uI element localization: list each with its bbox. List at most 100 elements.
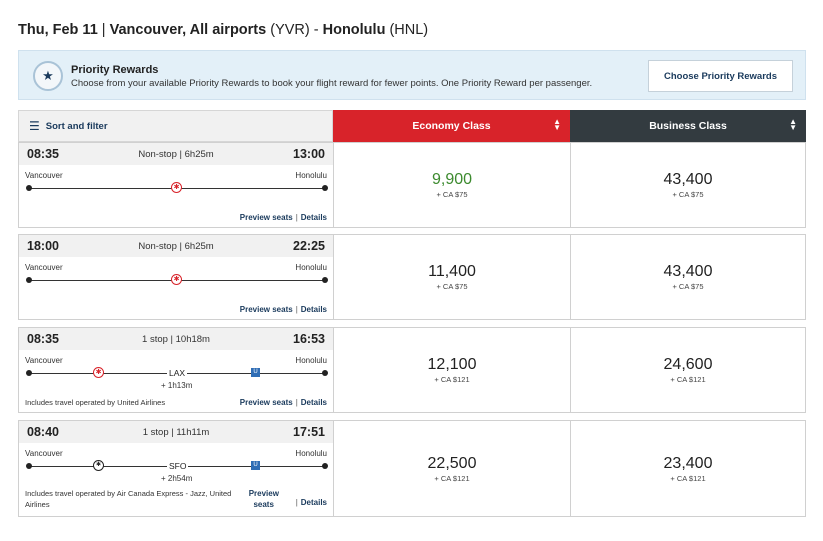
economy-tax: + CA $121	[434, 375, 470, 384]
choose-priority-rewards-button[interactable]: Choose Priority Rewards	[648, 60, 793, 92]
destination-code: (HNL)	[389, 22, 429, 38]
economy-class-label: Economy Class	[412, 120, 491, 132]
economy-points: 12,100	[427, 356, 477, 373]
business-fare-cell[interactable]: 43,400 + CA $75	[571, 235, 805, 319]
origin-label: Vancouver	[25, 356, 63, 365]
business-fare-cell[interactable]: 24,600 + CA $121	[571, 328, 805, 412]
flight-duration: 1 stop | 10h18m	[142, 334, 210, 345]
business-points: 43,400	[663, 263, 713, 280]
flight-links: Preview seats | Details	[240, 213, 327, 222]
details-link[interactable]: Details	[300, 305, 327, 314]
filter-lines-icon: ☰	[29, 119, 40, 133]
arrival-time: 16:53	[293, 332, 325, 346]
economy-points: 11,400	[428, 263, 476, 280]
business-tax: + CA $75	[672, 190, 704, 199]
departure-time: 18:00	[27, 239, 59, 253]
business-tax: + CA $121	[670, 375, 706, 384]
departure-time: 08:35	[27, 332, 59, 346]
priority-rewards-title: Priority Rewards	[71, 64, 159, 76]
time-bar	[19, 328, 333, 350]
business-points: 43,400	[663, 171, 713, 188]
link-separator: |	[295, 305, 298, 314]
link-separator: |	[295, 398, 298, 407]
flight-duration: 1 stop | 11h11m	[142, 427, 210, 438]
flight-info: 08:40 1 stop | 11h11m 17:51 Vancouver Ho…	[19, 421, 334, 516]
flight-row: 08:40 1 stop | 11h11m 17:51 Vancouver Ho…	[18, 420, 806, 517]
business-class-header[interactable]: Business Class ▲ ▼	[570, 110, 806, 142]
flight-info: 08:35 1 stop | 10h18m 16:53 Vancouver Ho…	[19, 328, 334, 412]
origin-dot	[26, 185, 32, 191]
details-link[interactable]: Details	[300, 498, 327, 507]
sort-arrows-icon: ▲ ▼	[553, 117, 561, 132]
economy-fare-cell[interactable]: 22,500 + CA $121	[334, 421, 571, 516]
preview-seats-link[interactable]: Preview seats	[239, 213, 293, 222]
united-airlines-icon: U	[251, 368, 260, 377]
preview-seats-link[interactable]: Preview seats	[239, 398, 293, 407]
economy-fare-cell[interactable]: 12,100 + CA $121	[334, 328, 571, 412]
destination-label: Honolulu	[295, 171, 327, 180]
business-fare-cell[interactable]: 43,400 + CA $75	[571, 143, 805, 227]
destination-dot	[322, 463, 328, 469]
flight-links: Preview seats | Details	[240, 305, 327, 314]
economy-fare-cell[interactable]: 11,400 + CA $75	[334, 235, 571, 319]
flight-info: 08:35 Non-stop | 6h25m 13:00 Vancouver H…	[19, 143, 334, 227]
origin-dot	[26, 370, 32, 376]
business-fare-cell[interactable]: 23,400 + CA $121	[571, 421, 805, 516]
business-class-label: Business Class	[649, 120, 727, 132]
economy-tax: + CA $75	[436, 282, 468, 291]
destination-dot	[322, 277, 328, 283]
page-title: Thu, Feb 11 | Vancouver, All airports (Y…	[18, 22, 428, 38]
destination-dot	[322, 185, 328, 191]
link-separator: |	[295, 498, 298, 507]
operated-by-note: Includes travel operated by United Airli…	[25, 398, 166, 407]
destination-city: Honolulu	[322, 22, 386, 38]
economy-class-header[interactable]: Economy Class ▲ ▼	[333, 110, 570, 142]
flight-links: Preview seats | Details	[249, 488, 327, 510]
united-airlines-icon: U	[251, 461, 260, 470]
sort-and-filter-button[interactable]: ☰ Sort and filter	[18, 110, 333, 142]
time-bar	[19, 143, 333, 165]
origin-label: Vancouver	[25, 263, 63, 272]
air-canada-icon: ✱	[171, 182, 182, 193]
layover-time: + 1h13m	[161, 381, 193, 390]
destination-dot	[322, 370, 328, 376]
arrival-time: 22:25	[293, 239, 325, 253]
economy-fare-cell[interactable]: 9,900 + CA $75	[334, 143, 571, 227]
origin-label: Vancouver	[25, 171, 63, 180]
sort-and-filter-label: Sort and filter	[45, 120, 108, 132]
air-canada-express-icon: ✱	[93, 460, 104, 471]
business-points: 23,400	[663, 454, 713, 472]
title-dash: -	[309, 22, 323, 38]
business-tax: + CA $75	[672, 282, 704, 291]
business-points: 24,600	[663, 356, 713, 373]
flight-duration: Non-stop | 6h25m	[138, 241, 214, 252]
layover-time: + 2h54m	[161, 474, 193, 483]
title-separator: |	[97, 22, 110, 38]
origin-city: Vancouver, All airports	[109, 22, 267, 38]
economy-points: 22,500	[427, 454, 477, 472]
business-tax: + CA $121	[670, 473, 706, 483]
flight-row: 08:35 1 stop | 10h18m 16:53 Vancouver Ho…	[18, 327, 806, 413]
economy-tax: + CA $75	[436, 190, 468, 199]
air-canada-icon: ✱	[171, 274, 182, 285]
star-badge-icon: ★	[33, 61, 63, 91]
destination-label: Honolulu	[295, 449, 327, 458]
preview-seats-link[interactable]: Preview seats	[248, 489, 279, 509]
origin-dot	[26, 463, 32, 469]
flight-info: 18:00 Non-stop | 6h25m 22:25 Vancouver H…	[19, 235, 334, 319]
air-canada-icon: ✱	[93, 367, 104, 378]
operated-by-note: Includes travel operated by Air Canada E…	[25, 489, 232, 509]
details-link[interactable]: Details	[300, 213, 327, 222]
flight-duration: Non-stop | 6h25m	[138, 149, 214, 160]
details-link[interactable]: Details	[300, 398, 327, 407]
departure-time: 08:40	[27, 425, 59, 439]
link-separator: |	[295, 213, 298, 222]
economy-points: 9,900	[431, 171, 473, 188]
stop-airport-code: SFO	[167, 461, 189, 471]
economy-tax: + CA $121	[434, 473, 470, 483]
preview-seats-link[interactable]: Preview seats	[239, 305, 293, 314]
flight-links: Preview seats | Details	[240, 398, 327, 407]
origin-dot	[26, 277, 32, 283]
travel-date: Thu, Feb 11	[18, 22, 98, 38]
priority-rewards-description: Choose from your available Priority Rewa…	[71, 78, 593, 89]
